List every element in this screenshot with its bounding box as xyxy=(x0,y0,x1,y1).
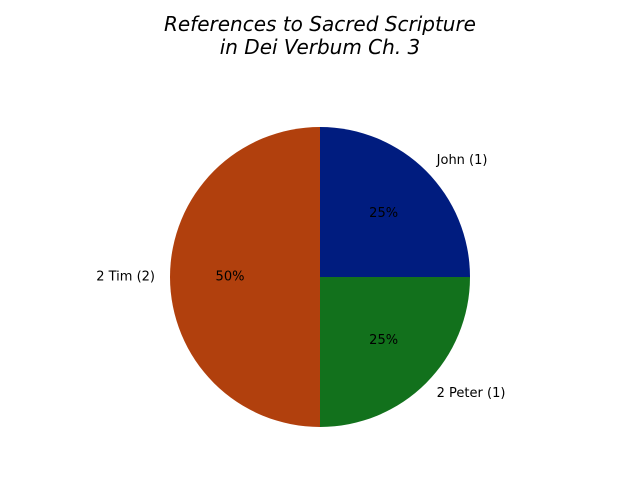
pie-percent-label: 25% xyxy=(369,333,398,348)
pie-labels: 25% John (1) 25% 2 Peter (1) 50% 2 Tim (2) xyxy=(96,153,505,401)
pie-slices xyxy=(170,127,470,427)
pie-slice-2-tim-2 xyxy=(170,127,320,427)
pie-slice-label: John (1) xyxy=(436,153,488,168)
pie-slice-john-1 xyxy=(320,127,470,277)
pie-slice-2-peter-1 xyxy=(320,277,470,427)
pie-slice-label: 2 Tim (2) xyxy=(96,270,155,285)
pie-percent-label: 50% xyxy=(216,270,245,285)
chart-title-line-2: in Dei Verbum Ch. 3 xyxy=(220,35,421,59)
pie-slice-label: 2 Peter (1) xyxy=(437,386,506,401)
chart-title-line-1: References to Sacred Scripture xyxy=(164,12,476,36)
pie-percent-label: 25% xyxy=(369,206,398,221)
